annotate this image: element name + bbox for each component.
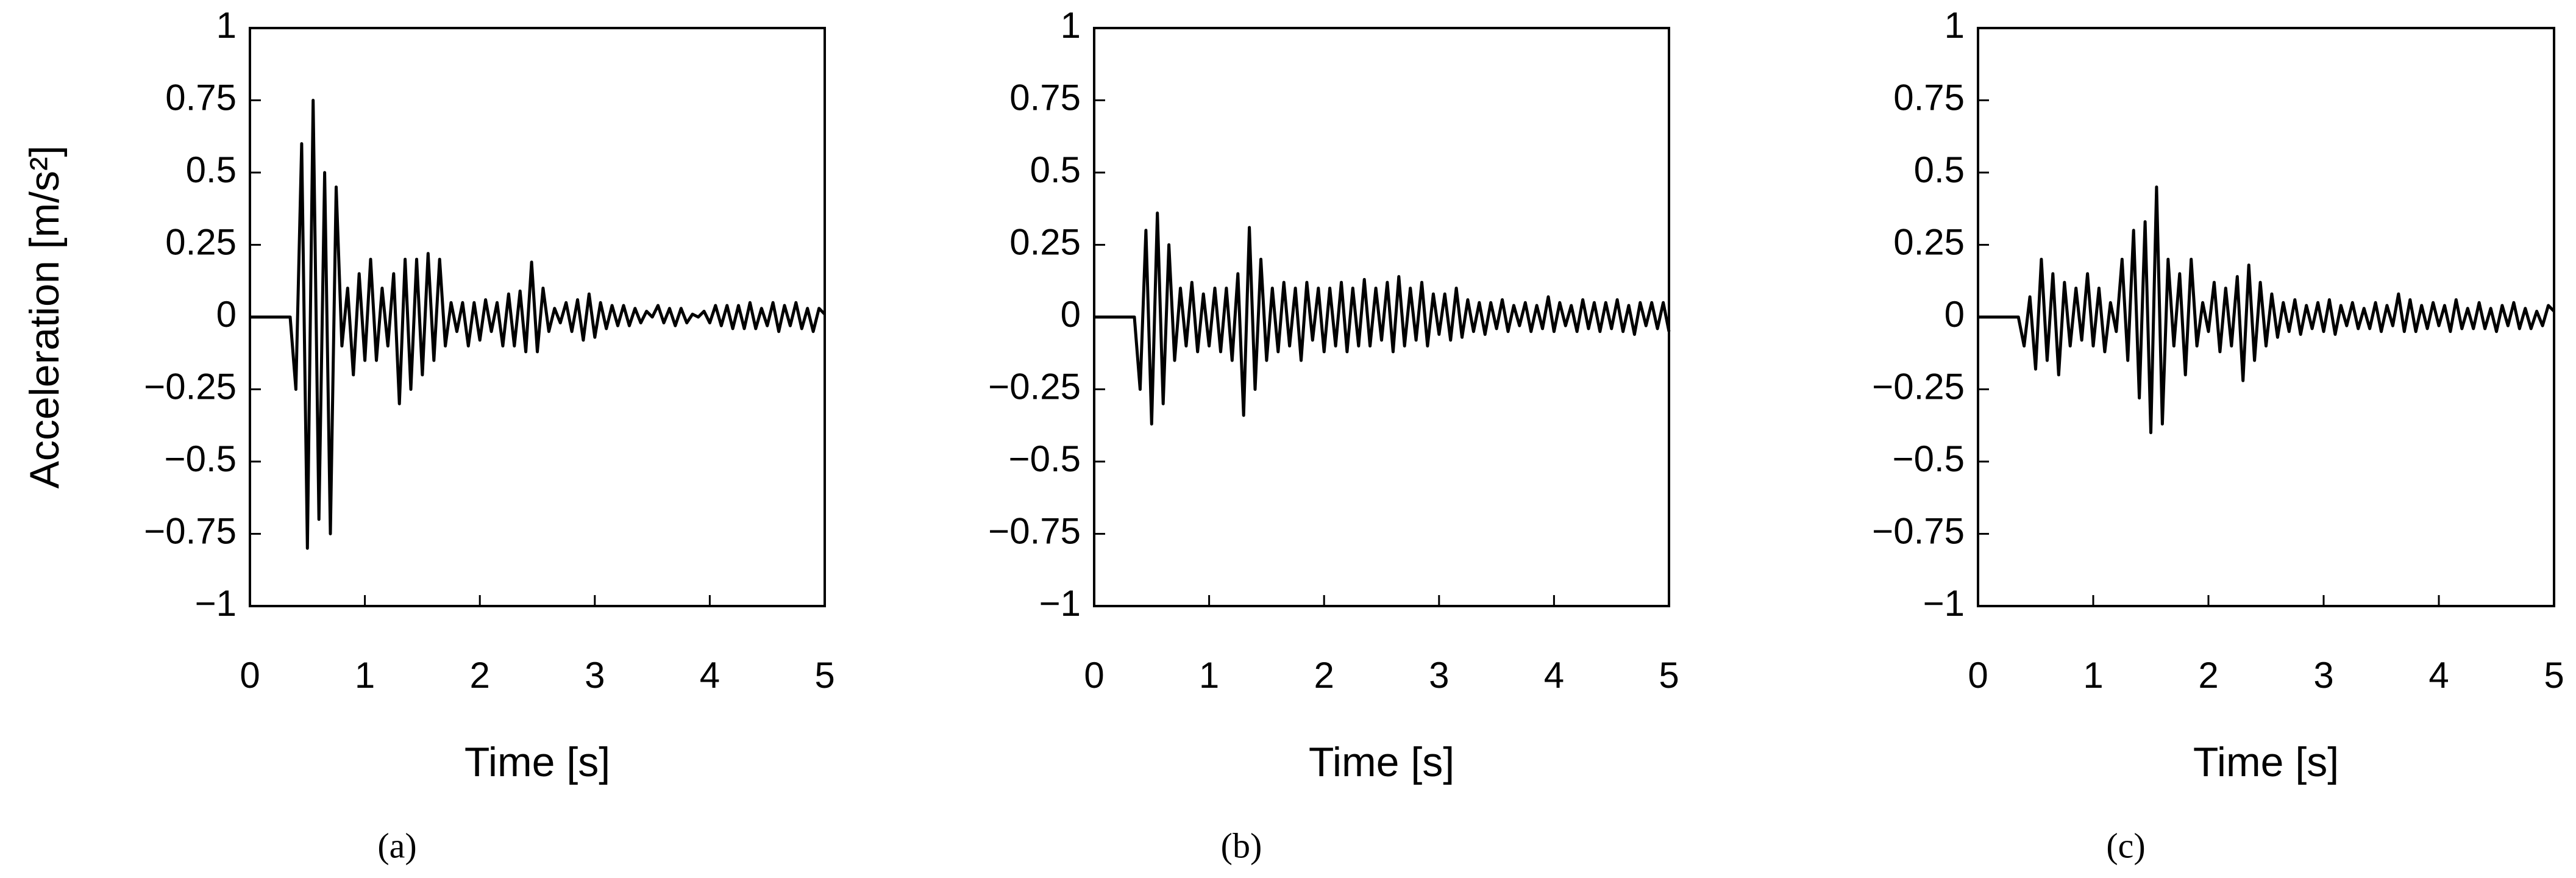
x-tick-label: 3	[585, 655, 605, 696]
y-tick-label: 0.75	[1893, 77, 1965, 118]
y-tick-label: −0.25	[1872, 366, 1965, 407]
x-axis-label: Time [s]	[2193, 739, 2339, 785]
x-tick-label: 1	[1199, 655, 1219, 696]
x-tick-label: 4	[1544, 655, 1564, 696]
y-tick-label: 1	[1061, 5, 1081, 46]
y-tick-label: 0.25	[1893, 221, 1965, 262]
y-tick-label: −0.5	[165, 438, 237, 479]
y-tick-label: −1	[1923, 583, 1965, 624]
x-tick-label: 5	[1659, 655, 1679, 696]
y-tick-label: 0	[216, 294, 237, 335]
y-tick-label: 0.5	[1914, 149, 1965, 190]
y-tick-label: 0	[1061, 294, 1081, 335]
panel-caption: (c)	[2106, 826, 2145, 865]
y-tick-label: −0.75	[988, 510, 1081, 551]
x-tick-label: 0	[1968, 655, 1988, 696]
x-tick-label: 1	[2083, 655, 2103, 696]
y-tick-label: −0.75	[1872, 510, 1965, 551]
panel-caption: (b)	[1221, 826, 1262, 865]
y-tick-label: 0.5	[1030, 149, 1081, 190]
x-tick-label: 3	[1429, 655, 1449, 696]
data-line	[1094, 211, 1671, 426]
plot-frame	[249, 27, 826, 607]
x-tick-label: 2	[470, 655, 490, 696]
x-tick-label: 1	[355, 655, 375, 696]
x-tick-label: 3	[2313, 655, 2333, 696]
x-tick-label: 2	[2198, 655, 2218, 696]
data-line	[250, 99, 826, 550]
x-axis-label: Time [s]	[464, 739, 610, 785]
x-axis-label: Time [s]	[1309, 739, 1454, 785]
y-tick-label: −1	[1039, 583, 1081, 624]
x-tick-label: 2	[1314, 655, 1334, 696]
y-tick-label: −0.25	[144, 366, 237, 407]
panel-caption: (a)	[377, 826, 416, 865]
x-tick-label: 4	[700, 655, 720, 696]
x-tick-label: 4	[2428, 655, 2449, 696]
y-tick-label: −1	[195, 583, 237, 624]
y-tick-label: 0.5	[186, 149, 237, 190]
y-axis-label: Acceleration [m/s²]	[21, 145, 68, 488]
plot-frame	[1093, 27, 1670, 607]
y-tick-label: 1	[1944, 5, 1965, 46]
y-tick-label: −0.25	[988, 366, 1081, 407]
data-line	[1978, 185, 2555, 435]
y-tick-label: 0.75	[1009, 77, 1081, 118]
y-tick-label: −0.5	[1009, 438, 1081, 479]
x-tick-label: 5	[814, 655, 834, 696]
y-tick-label: 0.25	[1009, 221, 1081, 262]
y-tick-label: 0.25	[165, 221, 237, 262]
x-tick-label: 0	[240, 655, 260, 696]
x-tick-label: 5	[2544, 655, 2564, 696]
y-tick-label: 0.75	[165, 77, 237, 118]
plot-frame	[1977, 27, 2555, 607]
y-tick-label: 0	[1944, 294, 1965, 335]
y-tick-label: 1	[216, 5, 237, 46]
x-tick-label: 0	[1084, 655, 1104, 696]
y-tick-label: −0.5	[1893, 438, 1965, 479]
y-tick-label: −0.75	[144, 510, 237, 551]
